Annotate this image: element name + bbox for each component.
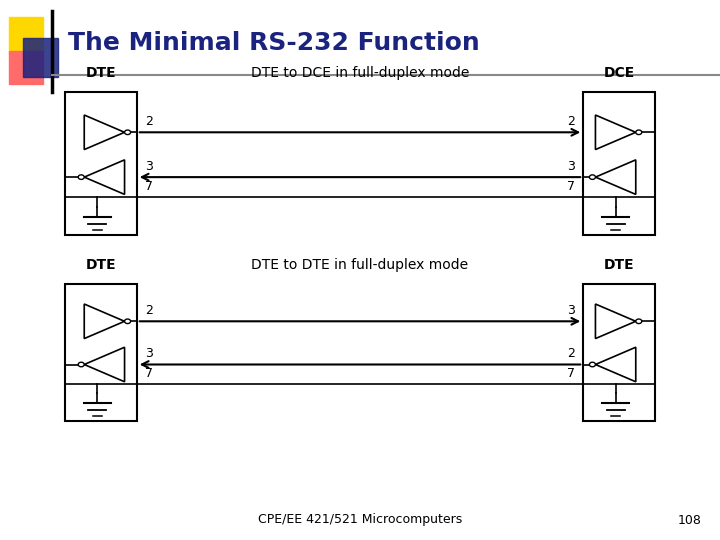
Bar xyxy=(65,92,137,235)
Text: 3: 3 xyxy=(567,304,575,317)
Text: 2: 2 xyxy=(145,304,153,317)
Text: 2: 2 xyxy=(145,115,153,128)
Text: 3: 3 xyxy=(145,347,153,360)
Text: DTE to DTE in full-duplex mode: DTE to DTE in full-duplex mode xyxy=(251,258,469,272)
Text: 2: 2 xyxy=(567,347,575,360)
Text: 7: 7 xyxy=(145,367,153,380)
Text: 7: 7 xyxy=(567,180,575,193)
Bar xyxy=(583,92,655,235)
Bar xyxy=(9,17,43,54)
Text: 2: 2 xyxy=(567,115,575,128)
Bar xyxy=(583,284,655,421)
Text: The Minimal RS-232 Function: The Minimal RS-232 Function xyxy=(68,31,480,55)
Text: 3: 3 xyxy=(567,160,575,173)
Bar xyxy=(65,284,137,421)
Text: 7: 7 xyxy=(567,367,575,380)
Text: 3: 3 xyxy=(145,160,153,173)
Bar xyxy=(23,38,58,77)
Text: CPE/EE 421/521 Microcomputers: CPE/EE 421/521 Microcomputers xyxy=(258,514,462,526)
Text: DTE to DCE in full-duplex mode: DTE to DCE in full-duplex mode xyxy=(251,66,469,80)
Text: 7: 7 xyxy=(145,180,153,193)
Text: DTE: DTE xyxy=(86,66,116,80)
Bar xyxy=(9,51,43,84)
Text: DTE: DTE xyxy=(604,258,634,272)
Text: 108: 108 xyxy=(678,514,702,526)
Text: DCE: DCE xyxy=(603,66,635,80)
Text: DTE: DTE xyxy=(86,258,116,272)
